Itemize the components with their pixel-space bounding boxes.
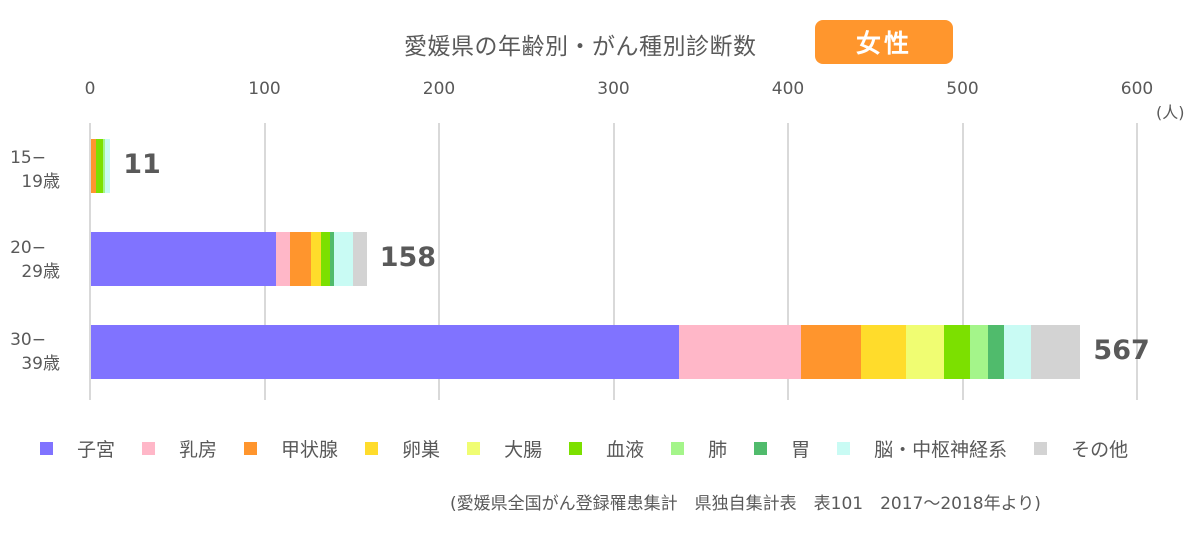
category-label: 30− 39歳 [10,330,60,374]
x-tick-label: 0 [84,79,96,99]
bar-segment [679,325,802,379]
stacked-bar [91,325,1081,379]
legend-swatch-icon [671,442,685,455]
bar-segment [905,325,945,379]
stacked-bar [91,139,111,193]
bar-segment [987,325,1004,379]
legend-item: 卵巣 [365,435,440,462]
legend-label: 子宮 [77,439,116,461]
legend-label: 大腸 [504,439,543,461]
legend-item: 肺 [671,435,727,462]
bar-segment [289,232,311,286]
bar-segment [333,232,353,286]
legend-item: その他 [1034,435,1128,462]
gender-badge: 女性 [815,20,953,64]
bar-segment [321,232,331,286]
bar-segment [275,232,290,286]
bar-segment [103,139,105,193]
bar-segment [91,139,97,193]
legend-swatch-icon [142,442,156,455]
legend-swatch-icon [467,442,481,455]
bar-segment [104,139,111,193]
legend-item: 胃 [754,435,810,462]
bar-segment [1031,325,1081,379]
legend-label: 脳・中枢神経系 [874,439,1008,461]
x-tick-label: 600 [1120,79,1154,99]
legend-swatch-icon [365,442,379,455]
bar-segment [91,325,680,379]
legend-swatch-icon [754,442,768,455]
stacked-bar [91,232,367,286]
legend-label: 血液 [606,439,645,461]
x-tick-label: 100 [248,79,281,99]
source-note: (愛媛県全国がん登録罹患集計 県独自集計表 表101 2017〜2018年より) [450,494,1041,514]
legend-swatch-icon [569,442,583,455]
legend-item: 血液 [569,435,644,462]
bar-segment [801,325,861,379]
gridline [438,123,440,400]
legend-item: 子宮 [40,435,115,462]
total-label: 567 [1093,335,1150,366]
legend-label: 胃 [791,439,811,461]
legend-swatch-icon [1034,442,1048,455]
legend-label: その他 [1071,439,1129,461]
bar-segment [352,232,367,286]
bar-segment [860,325,906,379]
bar-segment [91,232,276,286]
legend-item: 乳房 [142,435,217,462]
total-label: 11 [123,149,161,180]
category-label: 20− 29歳 [10,238,60,282]
x-tick-label: 300 [597,79,630,99]
legend: 子宮 乳房 甲状腺 卵巣 大腸 血液 肺 胃 脳・中枢神経系 その他 [40,435,1155,462]
bar-segment [1003,325,1032,379]
bar-segment [330,232,334,286]
chart-title: 愛媛県の年齢別・がん種別診断数 [404,34,757,60]
legend-label: 肺 [708,439,728,461]
gridline [961,123,964,400]
x-tick-label: 400 [771,79,805,99]
legend-label: 卵巣 [402,439,441,461]
legend-swatch-icon [244,442,258,455]
gridline [787,123,789,400]
legend-item: 大腸 [467,435,542,462]
bar-segment [944,325,971,379]
gridline [612,123,615,400]
bar-segment [970,325,988,379]
legend-swatch-icon [837,442,851,455]
x-tick-label: 200 [422,79,456,99]
axis-unit: (人) [1156,103,1185,122]
bar-segment [310,232,322,286]
total-label: 158 [379,242,437,273]
gridline [89,123,91,400]
x-tick-label: 500 [946,79,979,99]
bar-segment [96,139,104,193]
legend-item: 甲状腺 [244,435,338,462]
legend-item: 脳・中枢神経系 [837,435,1007,462]
legend-label: 乳房 [179,439,218,461]
legend-swatch-icon [40,442,53,455]
category-label: 15− 19歳 [10,148,60,192]
gridline [1136,123,1138,400]
legend-label: 甲状腺 [281,439,339,461]
